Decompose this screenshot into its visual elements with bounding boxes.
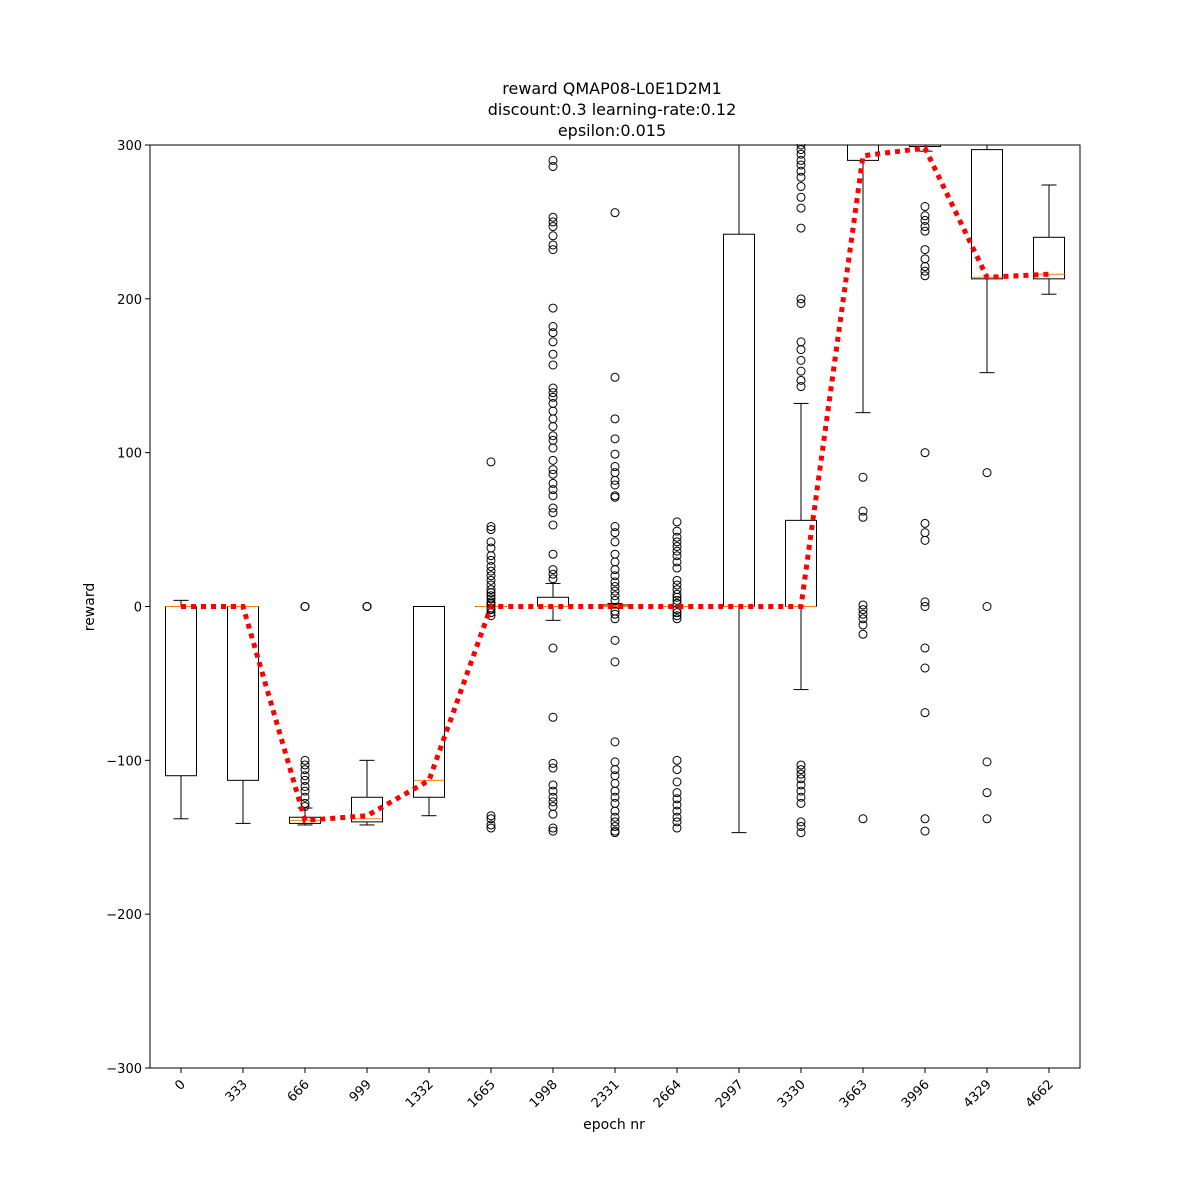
y-tick-label: 200 — [117, 293, 142, 308]
y-tick-label: −300 — [106, 1062, 142, 1077]
y-tick-label: 100 — [117, 447, 142, 462]
x-axis-label: epoch nr — [583, 1117, 645, 1133]
chart-title-line-2: discount:0.3 learning-rate:0.12 — [488, 100, 737, 119]
y-axis-label: reward — [82, 583, 98, 632]
y-tick-label: −100 — [106, 754, 142, 769]
chart-title-line-1: reward QMAP08-L0E1D2M1 — [502, 79, 722, 98]
chart-title-line-3: epsilon:0.015 — [558, 121, 666, 140]
y-tick-label: 300 — [117, 139, 142, 154]
y-tick-label: −200 — [106, 908, 142, 923]
y-tick-label: 0 — [134, 601, 142, 616]
